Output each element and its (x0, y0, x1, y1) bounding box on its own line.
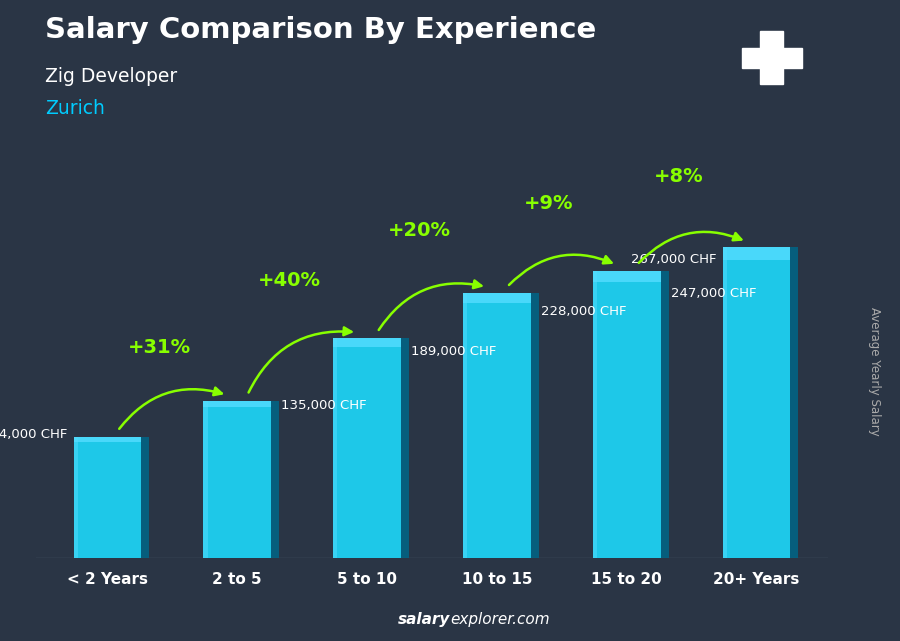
Text: explorer.com: explorer.com (450, 612, 550, 627)
Text: 247,000 CHF: 247,000 CHF (670, 287, 756, 300)
Bar (400, 338, 409, 558)
Bar (723, 247, 790, 260)
Bar (464, 293, 531, 303)
Text: 189,000 CHF: 189,000 CHF (411, 345, 497, 358)
Text: 135,000 CHF: 135,000 CHF (282, 399, 367, 412)
Bar (333, 338, 400, 558)
Bar (333, 338, 400, 347)
Bar (203, 401, 271, 558)
FancyArrowPatch shape (639, 232, 742, 263)
Bar (723, 247, 727, 558)
Text: 228,000 CHF: 228,000 CHF (541, 305, 626, 318)
Text: 267,000 CHF: 267,000 CHF (631, 253, 716, 267)
Bar (74, 437, 77, 558)
Bar (593, 271, 661, 558)
Bar (74, 437, 141, 558)
FancyArrowPatch shape (509, 254, 611, 285)
Bar (271, 401, 279, 558)
Text: Salary Comparison By Experience: Salary Comparison By Experience (45, 16, 596, 44)
Bar (742, 47, 802, 68)
Bar (203, 401, 208, 558)
Bar (723, 247, 790, 558)
Text: Zurich: Zurich (45, 99, 105, 119)
Text: +9%: +9% (524, 194, 573, 213)
Bar (141, 437, 149, 558)
Bar (661, 271, 669, 558)
Bar (464, 293, 531, 558)
Bar (790, 247, 798, 558)
Bar (760, 31, 783, 85)
FancyArrowPatch shape (119, 388, 221, 429)
Bar (593, 271, 597, 558)
Text: Zig Developer: Zig Developer (45, 67, 177, 87)
Text: 104,000 CHF: 104,000 CHF (0, 428, 68, 441)
Text: +8%: +8% (654, 167, 704, 186)
Bar (593, 271, 661, 282)
Text: +20%: +20% (388, 221, 451, 240)
FancyArrowPatch shape (379, 281, 482, 330)
Text: +40%: +40% (257, 271, 320, 290)
Bar (531, 293, 539, 558)
Text: Average Yearly Salary: Average Yearly Salary (868, 308, 881, 436)
Bar (464, 293, 467, 558)
Bar (74, 437, 141, 442)
Bar (203, 401, 271, 407)
Text: salary: salary (398, 612, 450, 627)
FancyArrowPatch shape (248, 328, 351, 392)
Bar (333, 338, 338, 558)
Text: +31%: +31% (128, 338, 191, 356)
